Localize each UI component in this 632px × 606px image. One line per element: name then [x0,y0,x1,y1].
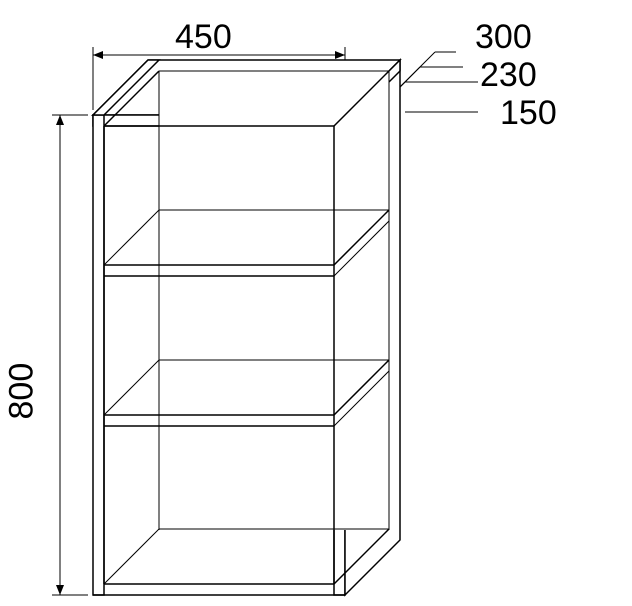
cabinet-body [93,60,400,595]
technical-drawing: 450 800 300 230 150 [0,0,632,606]
cabinet-drawing [0,0,632,606]
height-dimension [52,115,88,595]
